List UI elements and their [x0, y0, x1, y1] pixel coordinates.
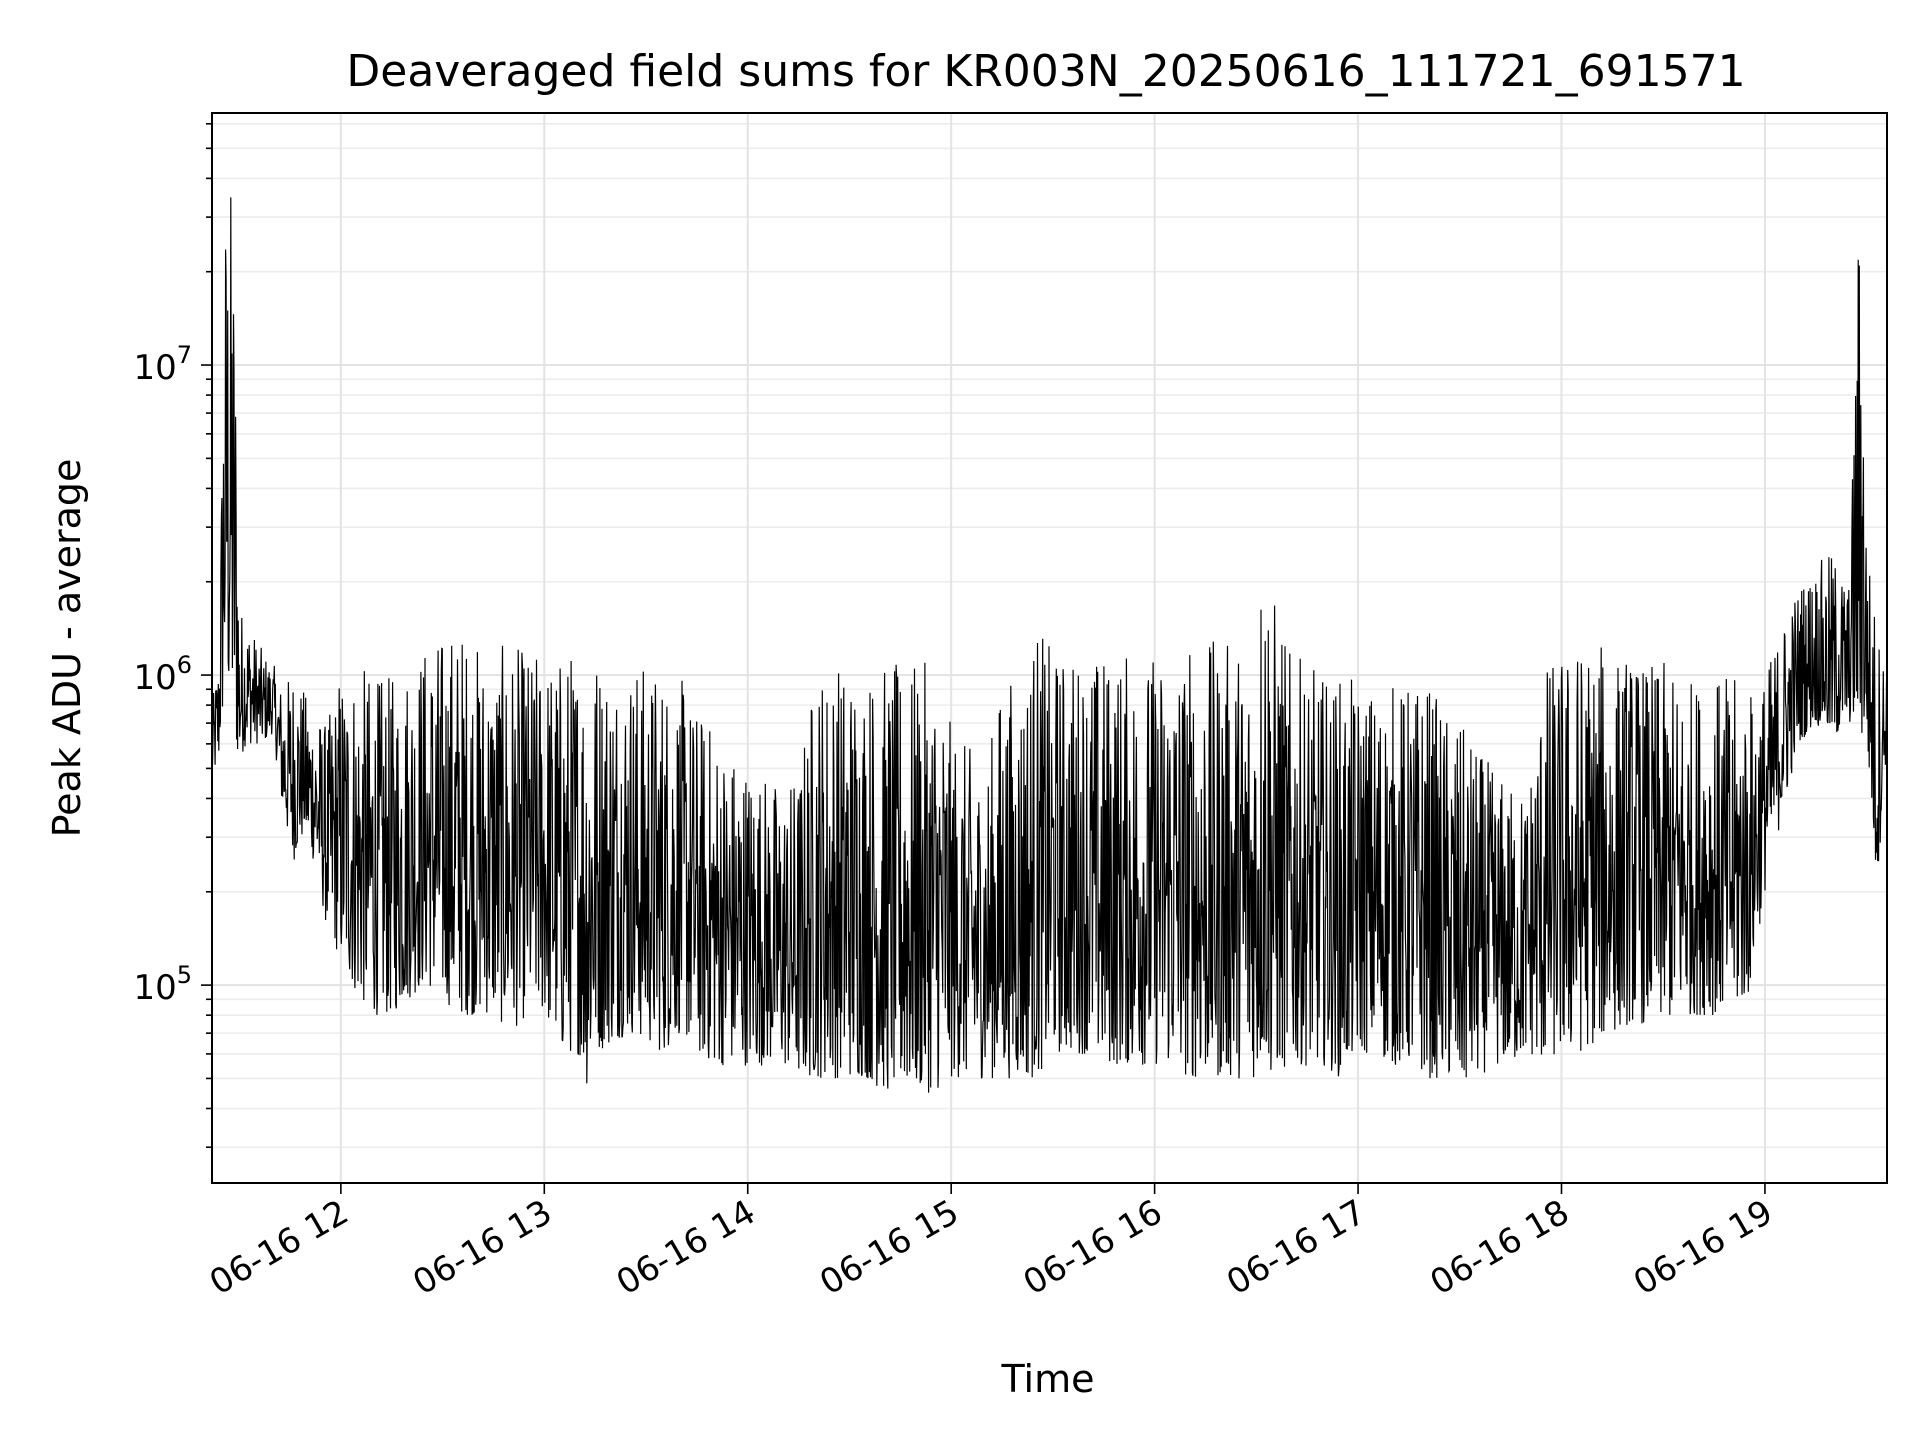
- x-tick-label: 06-16 14: [610, 1192, 762, 1303]
- y-axis-label: Peak ADU - average: [45, 459, 89, 838]
- x-tick-label: 06-16 16: [1017, 1192, 1169, 1303]
- x-tick-label: 06-16 17: [1220, 1192, 1372, 1303]
- chart-title: Deaveraged field sums for KR003N_2025061…: [346, 46, 1745, 97]
- ticks: [201, 122, 1766, 1194]
- y-tick-label: 106: [133, 651, 192, 698]
- x-tick-label: 06-16 19: [1627, 1192, 1779, 1303]
- x-tick-label: 06-16 15: [813, 1192, 965, 1303]
- x-tick-label: 06-16 18: [1424, 1192, 1576, 1303]
- y-tick-label: 105: [133, 961, 192, 1008]
- series-layer: [211, 197, 1888, 1093]
- x-tick-label: 06-16 12: [203, 1192, 355, 1303]
- x-axis-label: Time: [1001, 1357, 1095, 1401]
- x-tick-labels: 06-16 12 06-16 13 06-16 14 06-16 15 06-16 16…: [203, 1192, 1779, 1303]
- plot-frame: [211, 112, 1888, 1184]
- series-line: [211, 197, 1888, 1093]
- x-tick-label: 06-16 13: [406, 1192, 558, 1303]
- y-tick-labels: 105 106 107: [133, 341, 192, 1008]
- y-tick-label: 107: [133, 341, 192, 388]
